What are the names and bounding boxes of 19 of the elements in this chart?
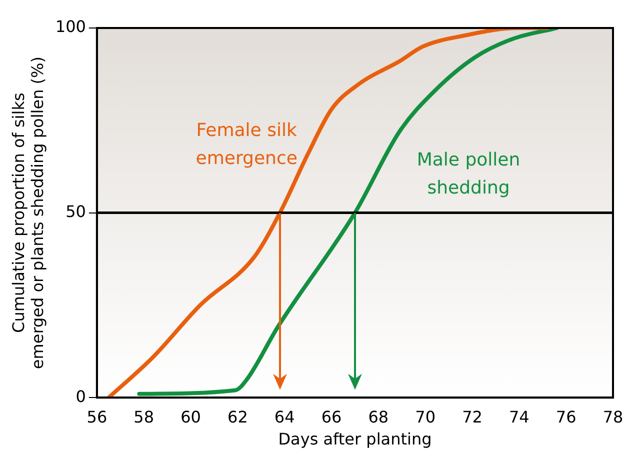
x-tick-label: 72	[462, 407, 482, 426]
series-label: Male pollen shedding	[416, 150, 520, 199]
x-tick-label: 70	[415, 407, 436, 426]
x-tick-label: 74	[508, 407, 530, 426]
x-tick-label: 64	[274, 407, 295, 426]
x-axis-title: Days after planting	[278, 430, 432, 449]
x-tick-label: 76	[556, 407, 576, 426]
x-tick-label: 68	[368, 407, 389, 426]
series-label: Female silk emergence	[196, 120, 298, 170]
x-tick-label: 58	[134, 407, 154, 426]
y-tick-label: 0	[76, 386, 86, 406]
x-tick-label: 66	[321, 407, 342, 426]
x-tick-label: 78	[602, 407, 624, 426]
x-tick-label: 56	[86, 407, 108, 426]
y-axis-title: Cumulative proportion of silks emerged or plants shedding pollen (%)	[8, 56, 47, 370]
x-tick-label: 60	[180, 407, 201, 426]
x-tick-label: 62	[228, 407, 248, 426]
y-tick-label: 50	[66, 202, 86, 221]
y-tick-label: 100	[55, 17, 86, 36]
